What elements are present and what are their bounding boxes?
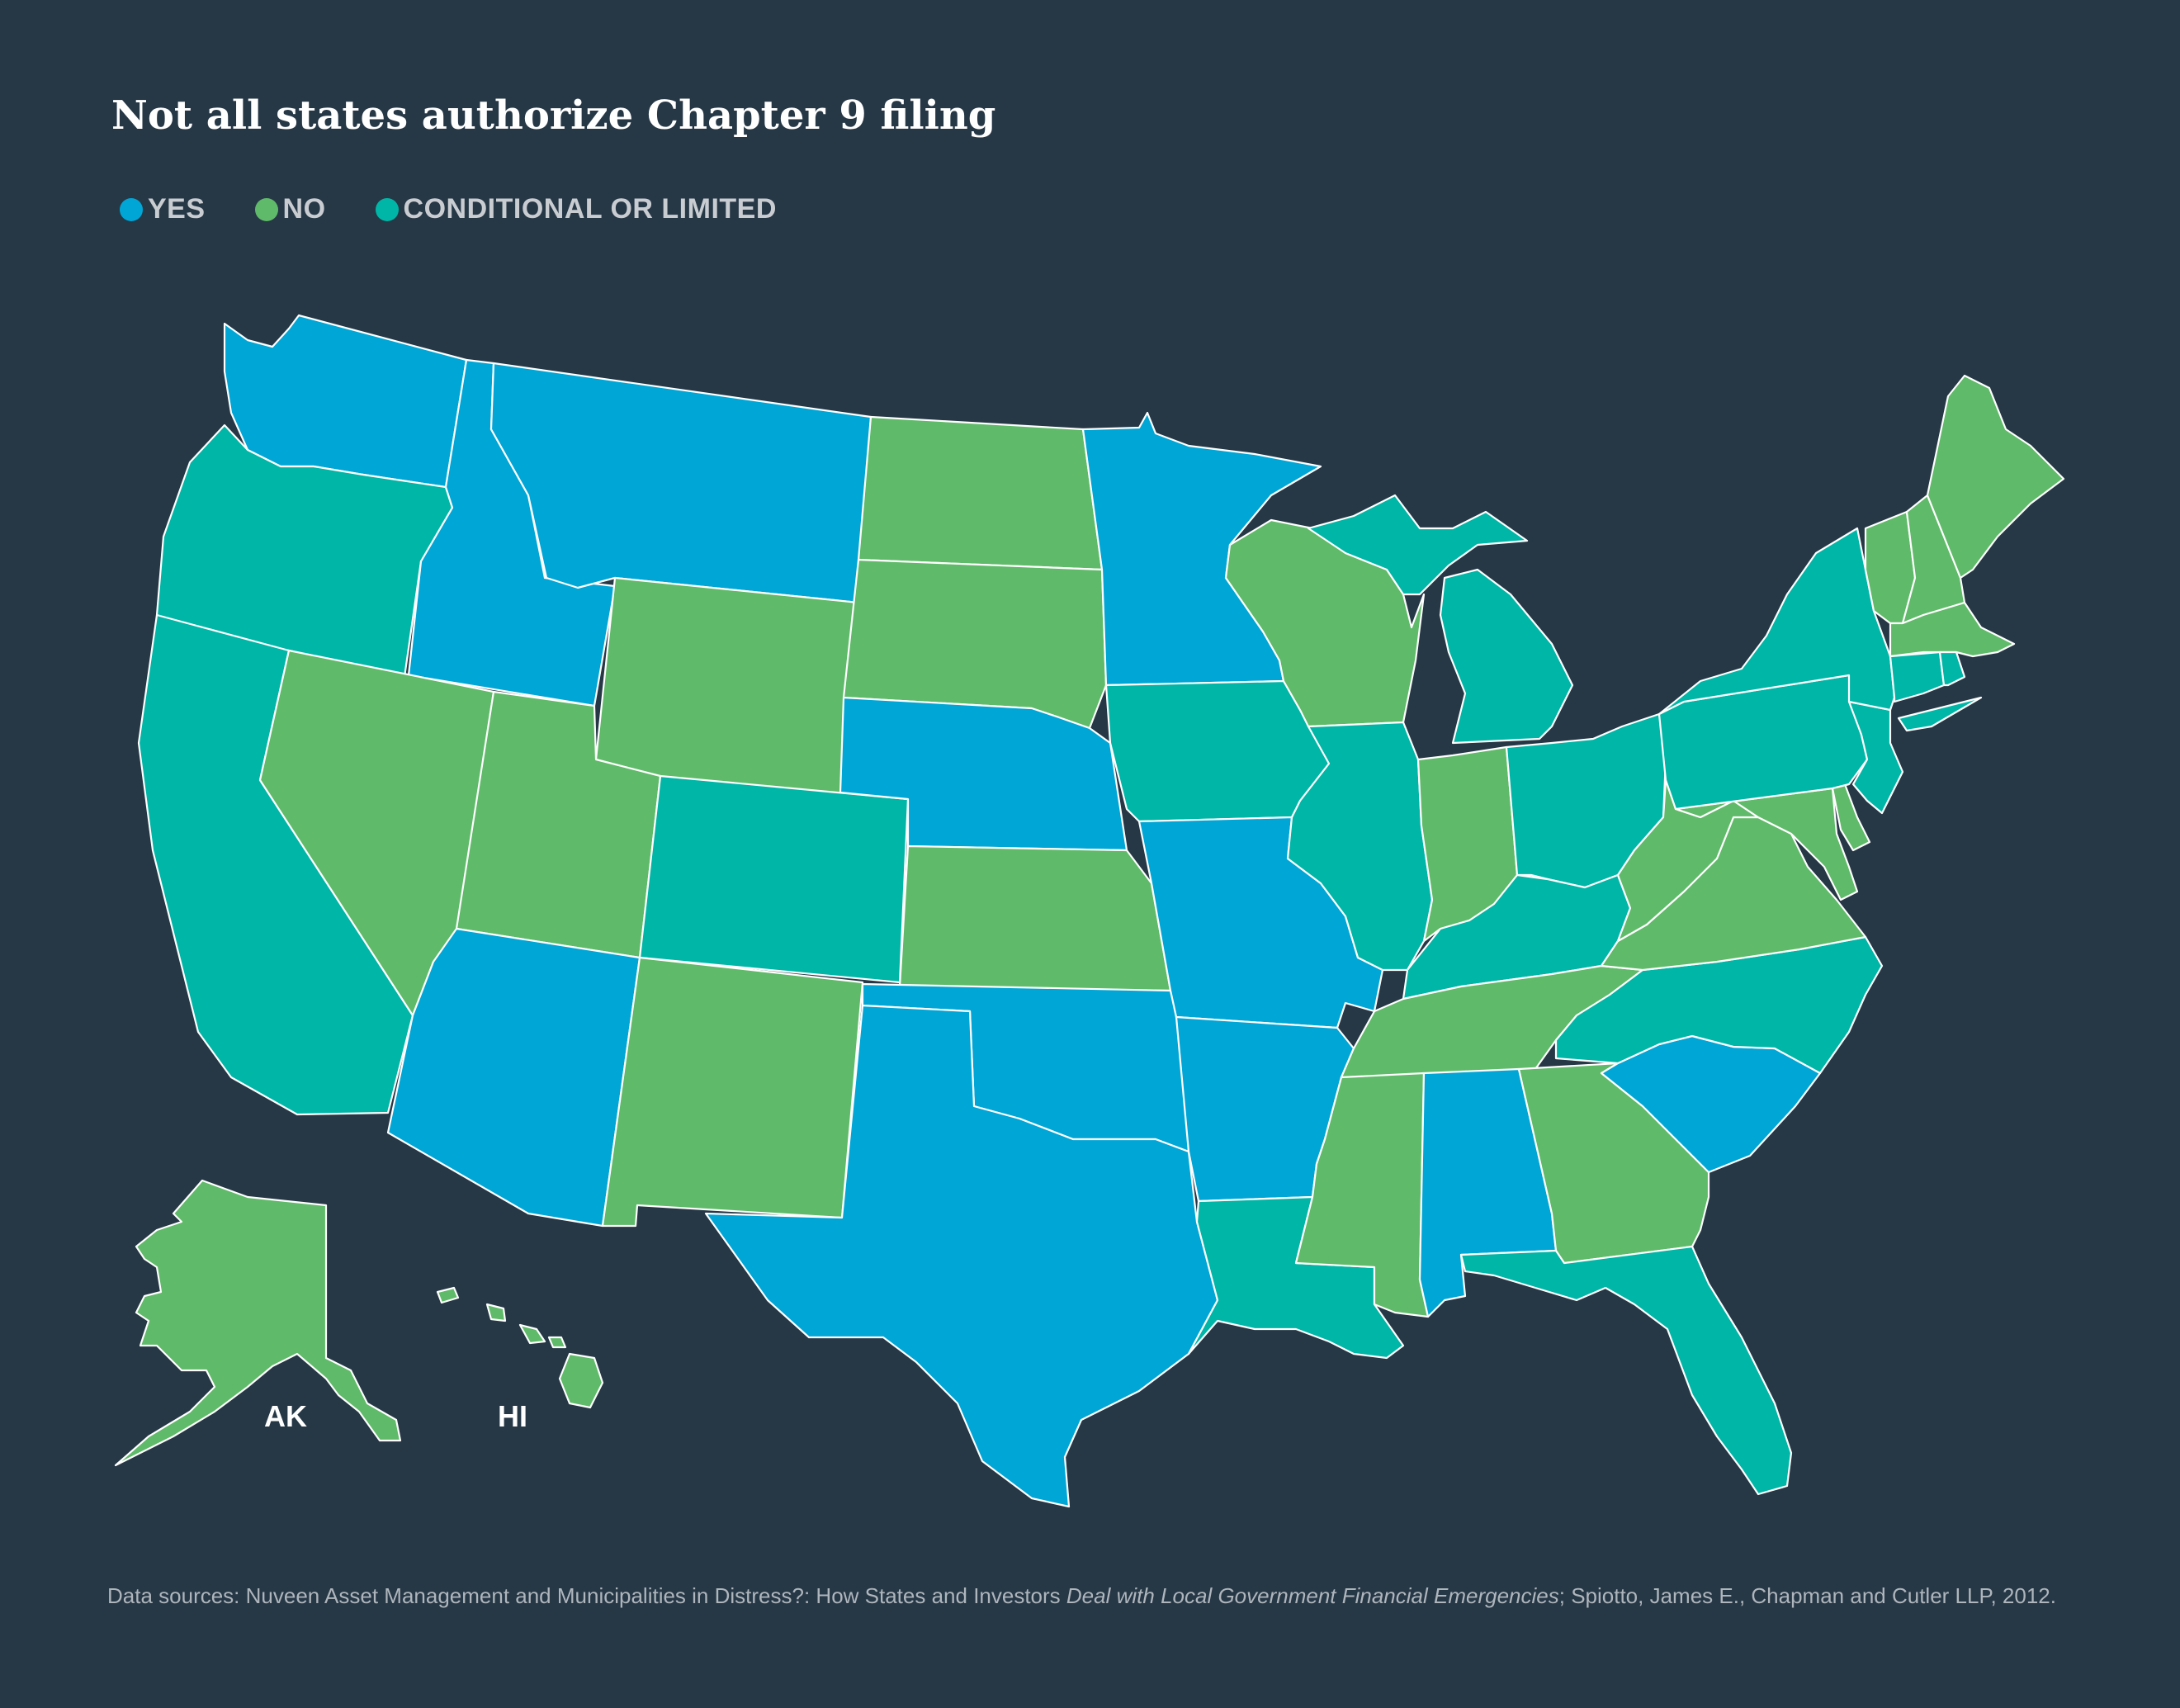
map-title: Not all states authorize Chapter 9 filin… [111,92,996,139]
legend-label-no: NO [282,193,326,225]
state-KS [898,845,1172,992]
inset-label-ak: AK [264,1399,307,1433]
legend-swatch-no [254,197,278,221]
legend-label-conditional: CONDITIONAL OR LIMITED [403,193,777,225]
state-ND [857,415,1104,571]
state-CO [638,774,910,984]
source-suffix: ; Spiotto, James E., Chapman and Cutler … [1558,1583,2056,1608]
state-CT [1889,651,1946,703]
legend: YES NO CONDITIONAL OR LIMITED [120,193,826,225]
state-NC [1554,935,1884,1075]
legend-item-conditional: CONDITIONAL OR LIMITED [375,193,777,225]
state-ME [1926,374,2065,580]
data-source-note: Data sources: Nuveen Asset Management an… [107,1583,2056,1609]
state-NE [839,696,1128,852]
state-TX [704,1004,1219,1508]
source-prefix: Data sources: Nuveen Asset Management an… [107,1583,1066,1608]
state-NM [601,956,864,1228]
state-MI [1307,494,1574,745]
source-italic: Deal with Local Government Financial Eme… [1066,1583,1559,1608]
state-RI [1938,651,1966,687]
state-MA [1889,601,2016,658]
state-MT [489,362,872,604]
legend-swatch-yes [120,197,143,221]
legend-item-no: NO [254,193,326,225]
legend-label-yes: YES [148,193,206,225]
legend-item-yes: YES [120,193,206,225]
state-NJ [1847,700,1904,815]
state-HI [436,1286,604,1409]
state-AK [114,1179,402,1467]
legend-swatch-conditional [375,197,399,221]
state-FL [1459,1245,1793,1496]
inset-label-hi: HI [498,1399,527,1433]
